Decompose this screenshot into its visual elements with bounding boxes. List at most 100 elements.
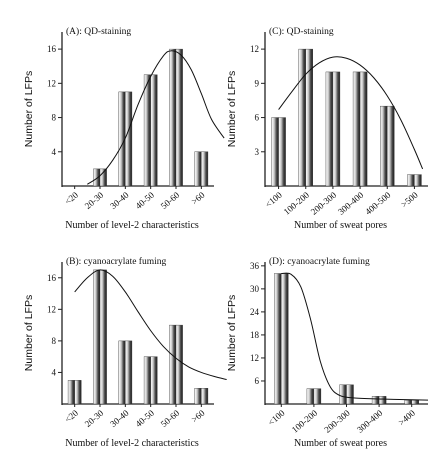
- y-tick-label: 6: [255, 113, 260, 123]
- bar: [271, 117, 279, 187]
- bar: [298, 48, 306, 187]
- bar: [143, 356, 151, 405]
- y-tick-label: 16: [47, 44, 57, 54]
- chart-panel-1: 4 8 12 16 <20 20-30 30-40 40-50 50-60 >60 (A): QD-…: [23, 26, 225, 231]
- x-tick-label: >500: [399, 190, 420, 210]
- bar: [325, 71, 334, 187]
- bar: [99, 269, 107, 405]
- bar: [125, 340, 133, 405]
- bar: [150, 356, 158, 405]
- bar: [194, 151, 202, 187]
- x-tick-label: 40-50: [133, 408, 156, 429]
- y-tick-label: 16: [47, 273, 57, 283]
- bar: [93, 269, 101, 405]
- fit-curve: [87, 50, 225, 185]
- bar: [359, 71, 368, 187]
- bar: [414, 174, 422, 187]
- y-tick-label: 30: [250, 284, 260, 294]
- y-tick-label: 3: [255, 147, 260, 157]
- bar: [201, 388, 209, 405]
- y-tick-label: 12: [250, 353, 259, 363]
- bar: [378, 396, 387, 405]
- y-tick-label: 12: [47, 304, 56, 314]
- bar: [118, 340, 126, 405]
- x-axis-label: Number of sweat pores: [294, 220, 387, 231]
- bar: [407, 174, 415, 187]
- x-tick-label: 300-400: [355, 408, 385, 435]
- x-tick-label: 30-40: [108, 408, 131, 429]
- bar: [371, 396, 380, 405]
- fit-curve: [278, 56, 424, 170]
- panel-title: (D): cyanoacrylate fuming: [269, 256, 370, 267]
- bar: [175, 48, 183, 187]
- bar: [93, 168, 101, 187]
- chart-panel-3: 4 8 12 16 <20 20-30 30-40 40-50 50-60 >60 (B): cya…: [23, 256, 227, 449]
- x-tick-label: 30-40: [108, 190, 131, 211]
- x-tick-label: 50-60: [159, 408, 182, 429]
- y-tick-label: 24: [250, 307, 260, 317]
- y-tick-label: 4: [52, 367, 57, 377]
- x-tick-label: 50-60: [159, 190, 182, 211]
- y-axis-label: Number of LFPs: [23, 71, 35, 147]
- bar: [305, 48, 313, 187]
- bar: [411, 399, 419, 405]
- x-tick-label: 40-50: [133, 190, 156, 211]
- y-tick-label: 18: [250, 330, 260, 340]
- bar: [278, 117, 286, 187]
- bar: [99, 168, 107, 187]
- bar: [67, 380, 75, 405]
- x-tick-label: 20-30: [83, 190, 106, 211]
- bar: [306, 388, 315, 405]
- x-axis-label: Number of level-2 characteristics: [65, 220, 199, 231]
- fit-curve: [74, 269, 227, 381]
- bar: [169, 48, 177, 187]
- y-tick-label: 12: [250, 44, 259, 54]
- bar: [404, 399, 412, 405]
- x-tick-label: <20: [63, 408, 81, 425]
- bar: [339, 384, 347, 405]
- x-tick-label: >400: [396, 408, 417, 428]
- y-tick-label: 36: [250, 261, 260, 271]
- x-tick-label: <100: [263, 190, 284, 210]
- panel-title: (C): QD-staining: [269, 26, 334, 37]
- x-tick-label: 100-200: [290, 408, 320, 435]
- x-axis-label: Number of level-2 characteristics: [65, 438, 199, 449]
- x-tick-label: 200-300: [322, 408, 352, 435]
- y-tick-label: 4: [52, 147, 57, 157]
- fit-curve: [281, 272, 429, 401]
- y-axis-label: Number of LFPs: [23, 295, 35, 371]
- bar: [143, 74, 151, 187]
- bar: [150, 74, 158, 187]
- y-tick-label: 6: [255, 376, 260, 386]
- bar: [169, 324, 177, 405]
- y-tick-label: 12: [47, 78, 56, 88]
- y-axis-label: Number of LFPs: [226, 71, 238, 147]
- bar: [380, 105, 388, 187]
- x-tick-label: <100: [266, 408, 287, 428]
- bar: [274, 273, 282, 405]
- y-tick-label: 8: [52, 336, 57, 346]
- bar: [281, 273, 289, 405]
- bar: [387, 105, 395, 187]
- x-axis-label: Number of sweat pores: [294, 438, 387, 449]
- x-tick-label: >60: [189, 408, 207, 425]
- bar: [118, 91, 126, 187]
- bar: [74, 380, 82, 405]
- panel-title: (B): cyanoacrylate fuming: [66, 256, 166, 267]
- y-tick-label: 8: [52, 113, 57, 123]
- y-axis-label: Number of LFPs: [226, 295, 238, 371]
- bar: [313, 388, 322, 405]
- bar: [201, 151, 209, 187]
- bar: [352, 71, 361, 187]
- x-tick-label: 300-400: [336, 190, 366, 217]
- x-tick-label: 400-500: [363, 190, 393, 217]
- x-tick-label: 200-300: [309, 190, 339, 217]
- chart-panel-4: 6 12 18 24 30 36 <100 100-200 200-300 300-400 >400…: [226, 256, 429, 449]
- bar: [346, 384, 354, 405]
- panel-title: (A): QD-staining: [66, 26, 131, 37]
- x-tick-label: 100-200: [282, 190, 312, 217]
- y-tick-label: 9: [255, 78, 260, 88]
- bar: [125, 91, 133, 187]
